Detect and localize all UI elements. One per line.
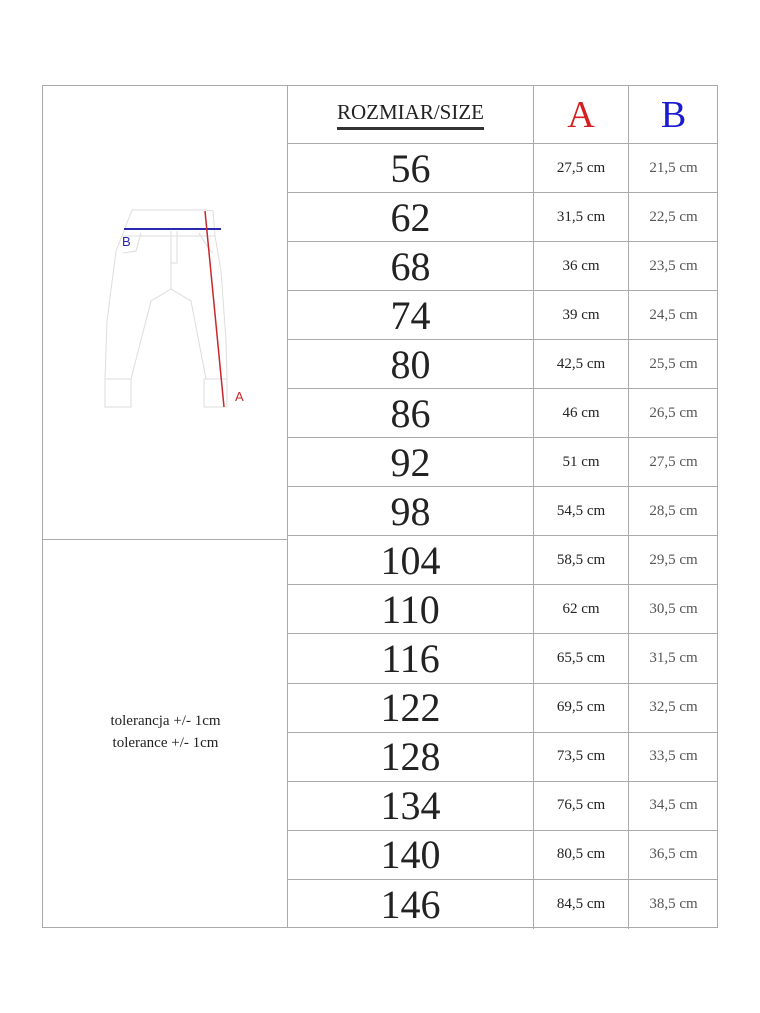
a-cell: 84,5 cm — [534, 879, 629, 929]
a-cell: 51 cm — [534, 438, 629, 487]
size-cell: 140 — [288, 830, 534, 879]
b-cell: 27,5 cm — [649, 453, 698, 470]
size-cell: 62 — [288, 193, 534, 242]
b-cell: 30,5 cm — [649, 600, 698, 617]
b-cell: 33,5 cm — [649, 748, 698, 765]
size-cell: 128 — [288, 732, 534, 781]
a-cell: 54,5 cm — [534, 487, 629, 536]
a-cell: 27,5 cm — [534, 144, 629, 193]
pants-diagram-icon: B A — [104, 209, 244, 408]
size-cell: 68 — [288, 242, 534, 291]
size-cell: 110 — [288, 585, 534, 634]
size-chart-table: B A tolerancja +/- 1cm tolerance +/- 1cm… — [42, 85, 718, 929]
size-cell: 122 — [288, 683, 534, 732]
a-cell: 76,5 cm — [534, 781, 629, 830]
measure-a-line — [204, 210, 225, 408]
table-row: 92 51 cm 27,5 cm — [288, 438, 718, 488]
b-cell: 24,5 cm — [649, 306, 698, 323]
table-row: 128 73,5 cm 33,5 cm — [288, 732, 718, 782]
size-cell: 92 — [288, 438, 534, 487]
b-cell: 32,5 cm — [649, 699, 698, 716]
size-cell: 74 — [288, 291, 534, 340]
size-cell: 86 — [288, 389, 534, 438]
table-row: 86 46 cm 26,5 cm — [288, 389, 718, 439]
label-a: A — [235, 389, 244, 404]
a-cell: 42,5 cm — [534, 340, 629, 389]
a-cell: 46 cm — [534, 389, 629, 438]
header-row: ROZMIAR/SIZE A B — [288, 86, 718, 144]
table-row: 62 31,5 cm 22,5 cm — [288, 193, 718, 243]
a-cell: 31,5 cm — [534, 193, 629, 242]
b-cell: 38,5 cm — [649, 895, 698, 912]
a-cell: 58,5 cm — [534, 536, 629, 585]
col-b-header: B — [660, 93, 687, 136]
size-cell: 80 — [288, 340, 534, 389]
size-cell: 104 — [288, 536, 534, 585]
a-cell: 36 cm — [534, 242, 629, 291]
size-cell: 98 — [288, 487, 534, 536]
label-b: B — [122, 234, 131, 249]
table-row: 104 58,5 cm 29,5 cm — [288, 536, 718, 586]
table-row: 146 84,5 cm 38,5 cm — [288, 879, 718, 929]
table-row: 134 76,5 cm 34,5 cm — [288, 781, 718, 831]
table-row: 140 80,5 cm 36,5 cm — [288, 830, 718, 880]
b-cell: 28,5 cm — [649, 502, 698, 519]
pants-diagram-cell: B A — [43, 86, 288, 540]
table-row: 110 62 cm 30,5 cm — [288, 585, 718, 635]
b-cell: 25,5 cm — [649, 355, 698, 372]
a-cell: 69,5 cm — [534, 683, 629, 732]
size-cell: 116 — [288, 634, 534, 683]
b-cell: 21,5 cm — [649, 159, 698, 176]
size-cell: 56 — [288, 144, 534, 193]
col-a-header: A — [534, 86, 629, 143]
table-row: 98 54,5 cm 28,5 cm — [288, 487, 718, 537]
table-row: 68 36 cm 23,5 cm — [288, 242, 718, 292]
tolerance-en: tolerance +/- 1cm — [112, 735, 219, 751]
size-cell: 146 — [288, 879, 534, 929]
table-row: 56 27,5 cm 21,5 cm — [288, 144, 718, 194]
size-cell: 134 — [288, 781, 534, 830]
table-row: 74 39 cm 24,5 cm — [288, 291, 718, 341]
tolerance-cell: tolerancja +/- 1cm tolerance +/- 1cm — [43, 540, 288, 928]
b-cell: 22,5 cm — [649, 208, 698, 225]
tolerance-pl: tolerancja +/- 1cm — [110, 713, 221, 729]
a-cell: 73,5 cm — [534, 732, 629, 781]
table-row: 80 42,5 cm 25,5 cm — [288, 340, 718, 390]
table-row: 122 69,5 cm 32,5 cm — [288, 683, 718, 733]
b-cell: 36,5 cm — [649, 846, 698, 863]
a-cell: 39 cm — [534, 291, 629, 340]
b-cell: 34,5 cm — [649, 797, 698, 814]
b-cell: 23,5 cm — [649, 257, 698, 274]
a-cell: 62 cm — [534, 585, 629, 634]
b-cell: 31,5 cm — [649, 649, 698, 666]
table-row: 116 65,5 cm 31,5 cm — [288, 634, 718, 684]
a-cell: 80,5 cm — [534, 830, 629, 879]
b-cell: 29,5 cm — [649, 551, 698, 568]
size-header: ROZMIAR/SIZE — [337, 100, 484, 130]
b-cell: 26,5 cm — [649, 404, 698, 421]
a-cell: 65,5 cm — [534, 634, 629, 683]
